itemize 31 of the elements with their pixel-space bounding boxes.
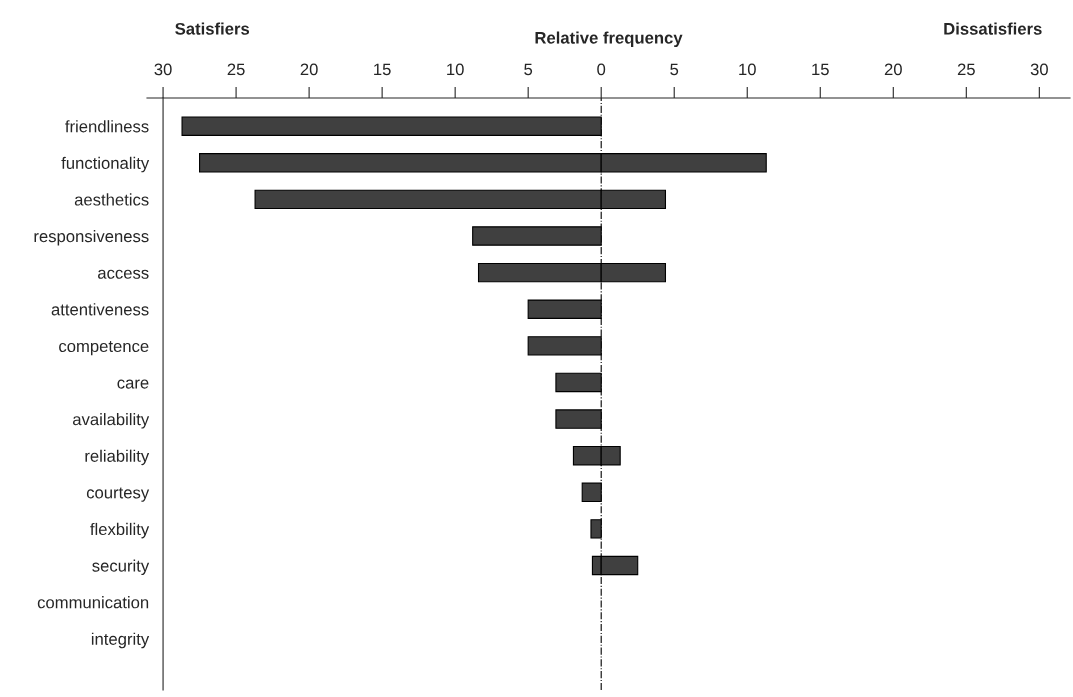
y-tick-label: reliability [85, 449, 150, 466]
x-tick-label: 30 [154, 63, 172, 76]
y-tick-label: attentiveness [51, 303, 149, 316]
y-tick-label: security [92, 559, 150, 576]
y-tick-label: aesthetics [74, 193, 149, 206]
x-tick-label: 15 [374, 63, 391, 76]
y-tick-label: functionality [61, 156, 150, 173]
x-axis-title: Relative frequency [535, 31, 683, 48]
x-tick-label: 30 [1030, 63, 1048, 76]
x-tick-label: 15 [812, 63, 829, 76]
x-tick-label: 25 [957, 63, 975, 76]
x-tick-label: 25 [227, 63, 245, 76]
x-tick-label: 20 [300, 63, 318, 76]
x-tick-label: 5 [670, 63, 679, 76]
x-tick-label: 10 [447, 63, 464, 76]
x-tick-label: 20 [884, 63, 902, 76]
y-tick-label: courtesy [86, 487, 150, 502]
y-tick-label: responsiveness [34, 229, 149, 246]
text: Satisfiers [175, 22, 250, 35]
y-tick-label: competence [59, 341, 149, 356]
x-tick-label: 0 [597, 63, 606, 76]
x-tick-label: 10 [739, 63, 756, 76]
y-tick-label: availability [73, 413, 150, 429]
y-tick-label: flexbility [90, 522, 150, 539]
text: Dissatisfiers [944, 22, 1042, 35]
y-tick-label: integrity [91, 632, 150, 649]
y-tick-label: access [98, 269, 149, 279]
y-tick-label: communication [37, 596, 149, 609]
y-tick-label: friendliness [65, 120, 149, 133]
x-tick-label: 5 [524, 63, 533, 76]
y-tick-label: care [117, 379, 149, 389]
